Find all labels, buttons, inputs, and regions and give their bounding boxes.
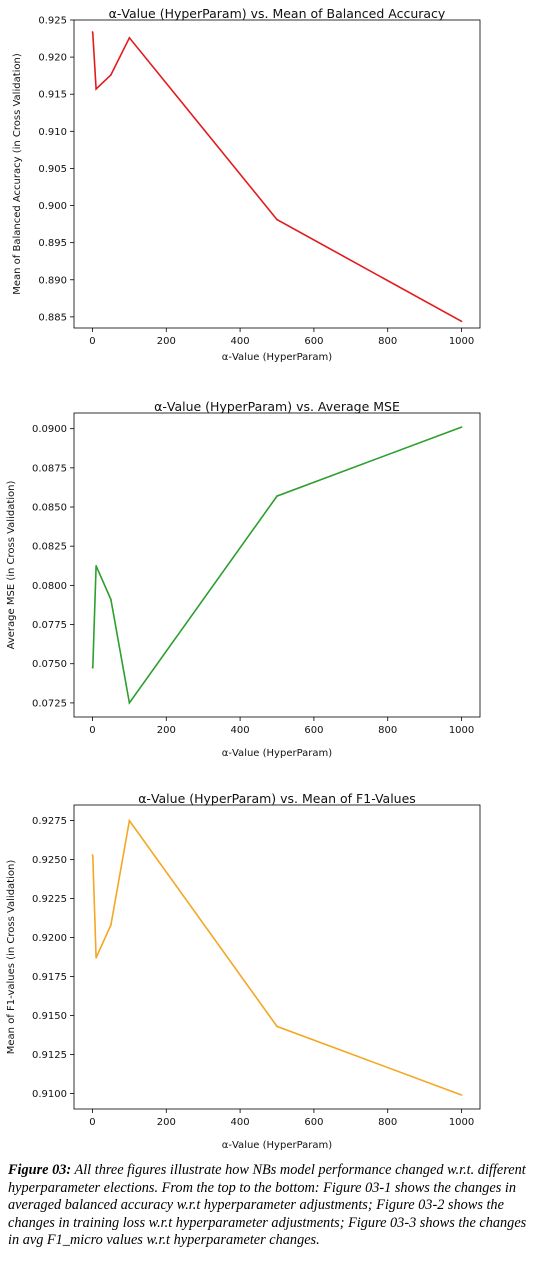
- y-tick-label: 0.920: [38, 53, 67, 64]
- y-axis-label: Mean of Balanced Accuracy (in Cross Vali…: [12, 53, 23, 295]
- y-tick-label: 0.0850: [32, 503, 67, 514]
- x-tick-label: 800: [378, 336, 397, 347]
- chart-average-mse: α-Value (HyperParam) vs. Average MSE 0 200…: [6, 399, 481, 759]
- data-point: [95, 88, 97, 90]
- y-tick-label: 0.0725: [32, 698, 67, 709]
- y-tick-label: 0.9175: [32, 972, 67, 983]
- series-line: [92, 426, 462, 705]
- data-point: [110, 924, 112, 926]
- x-tick-label: 1000: [449, 725, 474, 736]
- y-tick-label: 0.900: [38, 201, 67, 212]
- y-tick-label: 0.890: [38, 275, 67, 286]
- y-tick-label: 0.0825: [32, 542, 67, 553]
- chart-title: α-Value (HyperParam) vs. Average MSE: [154, 399, 400, 414]
- data-point: [91, 854, 94, 856]
- data-point: [276, 495, 278, 497]
- y-axis-label: Average MSE (in Cross Validation): [6, 481, 17, 650]
- data-point: [460, 1094, 463, 1096]
- data-point: [128, 702, 131, 704]
- y-tick-label: 0.9225: [32, 894, 67, 905]
- data-point: [276, 1025, 278, 1028]
- data-point: [92, 666, 94, 669]
- x-tick-label: 0: [89, 1117, 95, 1128]
- y-tick-label: 0.0775: [32, 620, 67, 631]
- data-point: [110, 598, 112, 601]
- data-point: [95, 564, 97, 567]
- caption-text: All three figures illustrate how NBs mod…: [8, 1162, 527, 1248]
- data-point: [92, 855, 94, 858]
- series-line: [91, 31, 462, 323]
- x-axis-label: α-Value (HyperParam): [222, 748, 332, 759]
- chart-title: α-Value (HyperParam) vs. Mean of Balance…: [109, 6, 446, 21]
- x-tick-label: 200: [157, 1117, 176, 1128]
- data-point: [460, 320, 463, 323]
- plot-frame: [73, 804, 481, 1110]
- x-tick-label: 200: [157, 725, 176, 736]
- x-tick-label: 600: [304, 1117, 323, 1128]
- x-tick-label: 400: [231, 1117, 250, 1128]
- y-tick-label: 0.910: [38, 127, 67, 138]
- data-point: [276, 218, 278, 221]
- x-tick-label: 1000: [449, 1117, 474, 1128]
- x-tick-label: 800: [378, 1117, 397, 1128]
- y-tick-label: 0.9150: [32, 1011, 67, 1022]
- plot-frame: [73, 412, 481, 718]
- chart-title: α-Value (HyperParam) vs. Mean of F1-Valu…: [138, 791, 416, 806]
- y-tick-label: 0.885: [38, 312, 67, 323]
- caption-label: Figure 03:: [8, 1162, 72, 1178]
- x-tick-label: 0: [89, 725, 95, 736]
- x-tick-label: 400: [231, 725, 250, 736]
- y-tick-label: 0.0875: [32, 463, 67, 474]
- data-point: [95, 956, 97, 959]
- figure-caption: Figure 03: All three figures illustrate …: [8, 1162, 532, 1250]
- y-tick-label: 0.0750: [32, 659, 67, 670]
- data-point: [110, 74, 112, 76]
- data-point: [92, 32, 94, 35]
- x-tick-label: 600: [304, 725, 323, 736]
- chart-balanced-accuracy: α-Value (HyperParam) vs. Mean of Balance…: [12, 6, 481, 363]
- y-tick-label: 0.925: [38, 16, 67, 27]
- data-point: [128, 819, 131, 822]
- x-tick-label: 0: [89, 336, 95, 347]
- y-tick-label: 0.9250: [32, 855, 67, 866]
- data-point: [128, 37, 131, 39]
- y-axis-label: Mean of F1-values (in Cross Validation): [6, 860, 17, 1055]
- y-tick-label: 0.895: [38, 238, 67, 249]
- x-tick-label: 200: [157, 336, 176, 347]
- y-tick-label: 0.9200: [32, 933, 67, 944]
- x-tick-label: 1000: [449, 336, 474, 347]
- x-tick-label: 800: [378, 725, 397, 736]
- y-tick-label: 0.915: [38, 90, 67, 101]
- y-tick-label: 0.0900: [32, 424, 67, 435]
- y-tick-label: 0.9275: [32, 816, 67, 827]
- data-point: [91, 31, 94, 33]
- y-tick-label: 0.9125: [32, 1050, 67, 1061]
- data-point: [460, 426, 463, 428]
- x-tick-label: 600: [304, 336, 323, 347]
- y-tick-label: 0.905: [38, 164, 67, 175]
- plot-frame: [73, 19, 481, 329]
- x-axis-label: α-Value (HyperParam): [222, 1140, 332, 1151]
- chart-f1-values: α-Value (HyperParam) vs. Mean of F1-Valu…: [6, 791, 481, 1151]
- y-tick-label: 0.9100: [32, 1089, 67, 1100]
- x-tick-label: 400: [231, 336, 250, 347]
- x-axis-label: α-Value (HyperParam): [222, 352, 332, 363]
- series-line: [91, 818, 462, 1096]
- y-tick-label: 0.0800: [32, 581, 67, 592]
